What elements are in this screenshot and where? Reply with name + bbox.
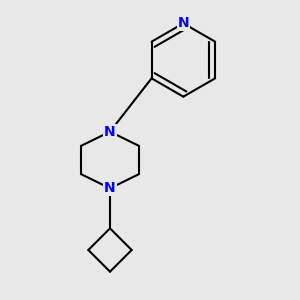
- Text: N: N: [104, 181, 116, 195]
- Text: N: N: [178, 16, 189, 30]
- Text: N: N: [104, 125, 116, 139]
